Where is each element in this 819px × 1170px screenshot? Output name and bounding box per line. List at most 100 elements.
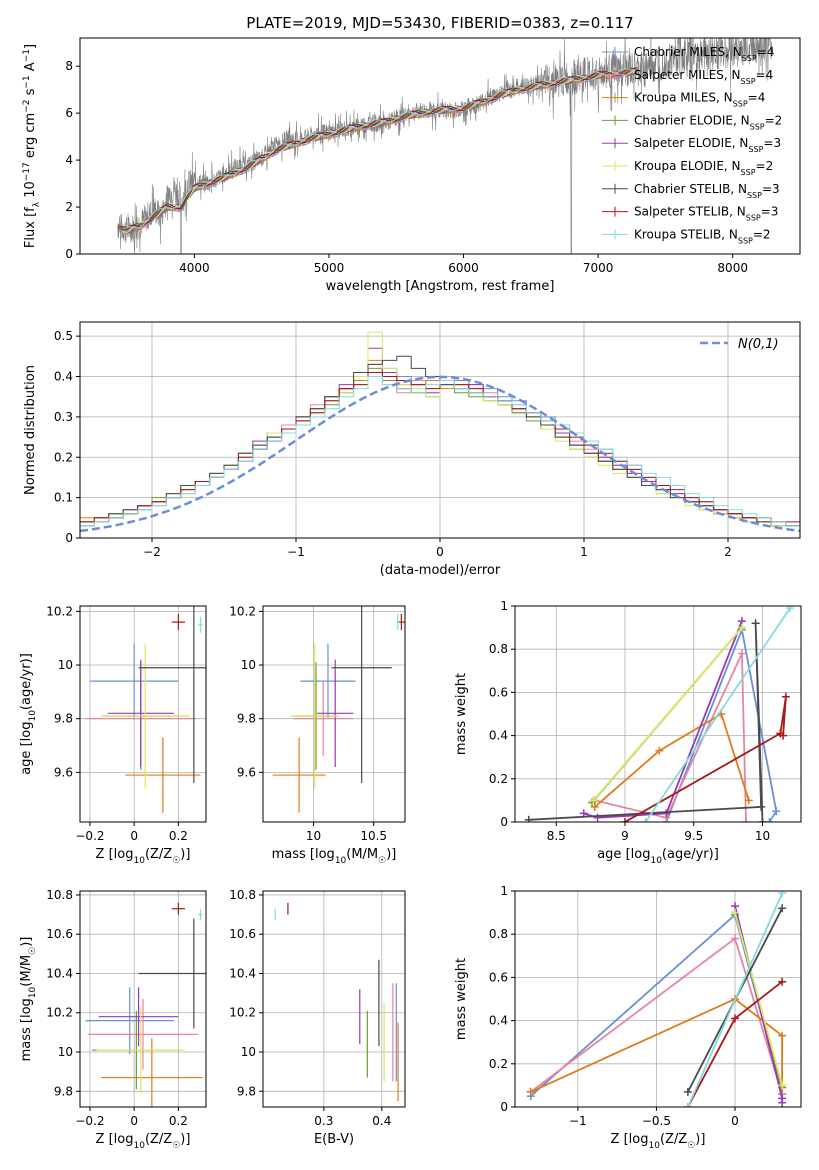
errorbar-point-2 <box>125 737 201 813</box>
legend-label: Salpeter STELIB, NSSP=3 <box>634 205 778 223</box>
errorbar-point-0 <box>89 643 179 719</box>
y-tick-label: 9.8 <box>54 1084 73 1098</box>
legend-label: Kroupa ELODIE, NSSP=2 <box>634 159 773 177</box>
series-7 <box>621 692 790 822</box>
x-tick-label: −2 <box>143 545 161 559</box>
y-tick-label: 10.6 <box>46 927 73 941</box>
data-point <box>765 818 774 822</box>
y-tick-label: 10.2 <box>229 1006 256 1020</box>
y-tick-label: 1 <box>500 599 508 613</box>
y-tick-label: 1 <box>500 884 508 898</box>
x-tick-label: 2 <box>724 545 732 559</box>
errorbar-point-6 <box>138 606 206 784</box>
frame-mass-vs-Z: −0.2 0 0.2 9.8 10 10.2 10.4 10.6 10.8 Z [log10(Z/… <box>19 888 207 1151</box>
data-point <box>779 731 788 740</box>
x-tick-label: 1 <box>580 545 588 559</box>
x-tick-label: 0.3 <box>314 1114 333 1128</box>
data-point <box>683 1087 692 1096</box>
data-point <box>778 891 787 898</box>
x-tick-label: 7000 <box>583 261 614 275</box>
data-point <box>758 818 767 822</box>
x-axis-label: wavelength [Angstrom, rest frame] <box>326 279 555 294</box>
series-line <box>687 892 783 1107</box>
legend-label: Chabrier ELODIE, NSSP=2 <box>634 113 782 130</box>
series-8 <box>683 891 787 1107</box>
errorbar-point-5 <box>96 1006 185 1094</box>
x-axis-label: E(B-V) <box>314 1132 354 1147</box>
panel-massweight-vs-Z <box>515 890 801 1108</box>
legend-label: N(0,1) <box>738 337 779 352</box>
legend-entry: Salpeter MILES, NSSP=4 <box>602 68 773 85</box>
data-point <box>744 796 753 805</box>
series-line <box>530 997 783 1093</box>
y-tick-label: 10.2 <box>229 604 256 618</box>
y-tick-label: 0.2 <box>489 1057 508 1071</box>
x-axis-label: age [log10(age/yr)] <box>597 847 719 866</box>
panel-age-vs-mass <box>263 606 405 822</box>
legend-label: Salpeter ELODIE, NSSP=3 <box>634 136 781 154</box>
y-tick-label: 0.2 <box>54 450 73 464</box>
data-point <box>526 1087 535 1096</box>
model-fit-line-6 <box>117 67 638 231</box>
y-axis-label: mass weight <box>454 673 469 755</box>
y-tick-label: 0 <box>65 247 73 261</box>
errorbar-point-6 <box>138 918 206 1029</box>
series-line <box>594 712 750 808</box>
x-tick-label: 8.5 <box>547 829 566 843</box>
y-tick-label: 10 <box>241 658 256 672</box>
y-tick-label: 4 <box>65 153 73 167</box>
model-fit-line-4 <box>117 70 639 234</box>
legend-entry: Salpeter ELODIE, NSSP=3 <box>602 136 781 154</box>
data-point <box>590 802 599 811</box>
axes-frame <box>79 605 207 823</box>
errorbar-point-7 <box>171 614 185 631</box>
panel-residuals <box>80 322 800 539</box>
series-line <box>528 623 764 822</box>
x-tick-label: −0.2 <box>75 829 104 843</box>
model-fit-line-8 <box>117 68 638 229</box>
frame-massweight-vs-age: 8.5 9 9.5 10 0 0.2 0.4 0.6 0.8 1 age [log10(age/yr… <box>454 599 802 866</box>
panel-massweight-vs-age <box>515 605 801 823</box>
data-point <box>742 818 750 822</box>
plot-area-spectrum <box>117 38 774 254</box>
y-axis-label: age [log10(age/yr)] <box>19 653 38 775</box>
model-fit-line-7 <box>117 67 638 228</box>
y-tick-label: 0.4 <box>54 370 73 384</box>
model-fit-line-1 <box>117 70 638 230</box>
model-fit-line-5 <box>117 67 638 233</box>
series-8 <box>641 606 794 822</box>
y-tick-label: 0.8 <box>489 642 508 656</box>
model-fit-line-2 <box>117 70 638 232</box>
frame-massweight-vs-Z: −1 −0.5 0 0 0.2 0.4 0.6 0.8 1 Z [log10(Z/Z☉)] mass… <box>454 884 802 1151</box>
x-tick-label: 0.4 <box>372 1114 391 1128</box>
data-point <box>778 904 787 913</box>
histogram-7 <box>80 372 800 538</box>
y-tick-label: 9.6 <box>54 765 73 779</box>
y-tick-label: 0.3 <box>54 410 73 424</box>
normal-reference-curve <box>80 375 800 533</box>
y-tick-label: 0.8 <box>489 927 508 941</box>
y-tick-label: 0 <box>500 815 508 829</box>
errorbar-point-2 <box>101 1038 203 1107</box>
data-point <box>731 908 739 917</box>
y-tick-label: 0 <box>65 531 73 545</box>
x-tick-label: 0 <box>130 829 138 843</box>
data-point <box>641 818 650 822</box>
y-tick-label: 0 <box>500 1100 508 1114</box>
model-fit-line-0 <box>117 69 638 232</box>
y-tick-label: 10.2 <box>46 1006 73 1020</box>
series-line <box>624 696 787 822</box>
legend-label: Kroupa MILES, NSSP=4 <box>634 91 765 109</box>
data-point <box>731 934 739 943</box>
y-tick-label: 0.6 <box>489 685 508 699</box>
legend-entry: Kroupa STELIB, NSSP=2 <box>602 227 771 245</box>
data-point <box>772 807 781 816</box>
plot-area-age-vs-Z <box>85 606 206 813</box>
y-tick-label: 10 <box>58 1045 73 1059</box>
y-tick-label: 0.4 <box>489 1014 508 1028</box>
x-tick-label: 4000 <box>179 261 210 275</box>
data-point <box>524 815 533 822</box>
histogram-8 <box>80 376 800 538</box>
plot-area-residuals <box>80 331 800 538</box>
axes-frame <box>262 605 406 823</box>
